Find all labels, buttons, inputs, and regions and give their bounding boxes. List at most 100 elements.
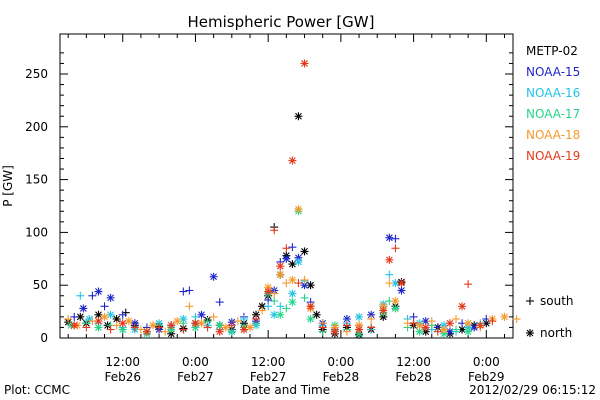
- data-point-south: [76, 291, 85, 300]
- data-point-south: [185, 302, 194, 311]
- data-point-north: [106, 310, 115, 319]
- y-tick-label: 250: [25, 67, 48, 81]
- data-point-north: [439, 325, 448, 334]
- data-point-north: [464, 327, 473, 336]
- data-point-south: [185, 286, 194, 295]
- data-point-north: [94, 317, 103, 326]
- data-point-north: [526, 329, 534, 337]
- data-point-south: [136, 325, 145, 334]
- y-tick-label: 100: [25, 225, 48, 239]
- marker-legend-label: south: [540, 294, 574, 308]
- x-tick-date-label: Feb27: [250, 370, 287, 384]
- data-point-north: [191, 319, 200, 328]
- data-point-south: [300, 293, 309, 302]
- data-point-north: [221, 323, 230, 332]
- timestamp: 2012/02/29 06:15:12: [469, 383, 596, 397]
- data-point-north: [415, 327, 424, 336]
- data-point-north: [94, 287, 103, 296]
- data-point-north: [282, 254, 291, 263]
- x-tick-date-label: Feb29: [468, 370, 505, 384]
- legend: METP-02 NOAA-15 NOAA-16 NOAA-17 NOAA-18 NOAA-…: [526, 44, 580, 163]
- data-point-south: [130, 323, 139, 332]
- y-axis-label: P [GW]: [1, 165, 15, 207]
- data-point-north: [264, 287, 273, 296]
- data-point-north: [355, 325, 364, 334]
- y-tick-label: 50: [33, 278, 48, 292]
- data-point-north: [252, 310, 261, 319]
- data-point-south: [64, 314, 73, 323]
- data-point-north: [476, 321, 485, 330]
- data-point-south: [227, 321, 236, 330]
- data-point-north: [300, 59, 309, 68]
- data-point-south: [161, 327, 170, 336]
- x-axis: 12:00Feb260:00Feb2712:00Feb270:00Feb2812…: [67, 34, 505, 384]
- data-point-south: [367, 323, 376, 332]
- marker-legend: south north: [526, 294, 574, 340]
- data-point-south: [270, 226, 279, 235]
- data-point-south: [203, 323, 212, 332]
- data-point-north: [385, 255, 394, 264]
- data-point-north: [458, 302, 467, 311]
- x-axis-label: Date and Time: [242, 383, 330, 397]
- y-axis: 0 50 100 150 200 250: [25, 52, 513, 345]
- legend-entry: NOAA-15: [526, 65, 580, 79]
- data-point-south: [433, 327, 442, 336]
- x-tick-time-label: 12:00: [105, 355, 140, 369]
- data-point-north: [300, 247, 309, 256]
- data-point-north: [288, 298, 297, 307]
- data-point-south: [106, 325, 115, 334]
- data-point-north: [76, 312, 85, 321]
- data-point-north: [288, 156, 297, 165]
- data-point-north: [391, 297, 400, 306]
- data-point-south: [409, 319, 418, 328]
- data-point-south: [427, 317, 436, 326]
- series-noaa-15: [70, 233, 491, 336]
- data-point-south: [526, 297, 534, 305]
- x-tick-time-label: 12:00: [396, 355, 431, 369]
- data-point-north: [79, 304, 88, 313]
- chart-title: Hemispheric Power [GW]: [188, 13, 375, 31]
- marker-legend-label: north: [540, 326, 572, 340]
- series-noaa-18: [64, 205, 521, 336]
- data-point-north: [294, 112, 303, 121]
- data-point-south: [258, 306, 267, 315]
- data-point-north: [239, 325, 248, 334]
- data-point-north: [288, 275, 297, 284]
- data-point-south: [464, 280, 473, 289]
- data-point-south: [179, 287, 188, 296]
- y-tick-label: 200: [25, 120, 48, 134]
- data-point-south: [100, 302, 109, 311]
- data-point-south: [452, 314, 461, 323]
- legend-entry: NOAA-17: [526, 107, 580, 121]
- data-point-north: [288, 260, 297, 269]
- data-point-south: [70, 312, 79, 321]
- data-point-north: [355, 312, 364, 321]
- data-point-south: [282, 304, 291, 313]
- data-point-south: [179, 325, 188, 334]
- legend-entry: METP-02: [526, 44, 578, 58]
- data-point-south: [233, 317, 242, 326]
- data-point-north: [500, 312, 509, 321]
- data-points: [64, 59, 521, 339]
- y-tick-label: 150: [25, 173, 48, 187]
- data-point-north: [118, 319, 127, 328]
- data-point-south: [391, 244, 400, 253]
- data-point-south: [112, 321, 121, 330]
- data-point-north: [421, 323, 430, 332]
- data-point-north: [288, 289, 297, 298]
- data-point-south: [239, 314, 248, 323]
- data-point-south: [282, 244, 291, 253]
- x-tick-time-label: 12:00: [251, 355, 286, 369]
- data-point-north: [70, 321, 79, 330]
- x-tick-date-label: Feb28: [323, 370, 360, 384]
- data-point-south: [82, 323, 91, 332]
- data-point-north: [197, 310, 206, 319]
- data-point-north: [397, 279, 406, 288]
- legend-entry: NOAA-16: [526, 86, 580, 100]
- data-point-north: [197, 319, 206, 328]
- data-point-south: [512, 314, 521, 323]
- series-noaa-19: [70, 59, 497, 336]
- data-point-north: [306, 302, 315, 311]
- data-point-south: [118, 310, 127, 319]
